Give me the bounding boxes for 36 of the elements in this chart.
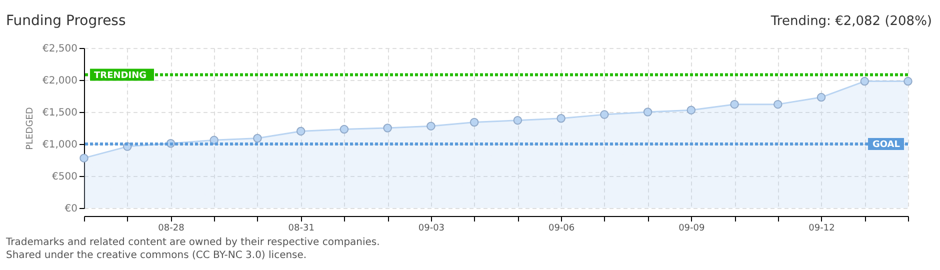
point xyxy=(860,76,870,86)
chart-title: Funding Progress xyxy=(6,13,126,29)
y-tick-label: €2,000 xyxy=(42,76,78,86)
y-tick-label: €2,500 xyxy=(42,44,78,54)
point xyxy=(513,116,522,125)
point xyxy=(600,110,609,119)
point xyxy=(253,134,262,143)
point xyxy=(426,122,436,130)
x-tick-label: 09-03 xyxy=(418,224,445,234)
x-tick-label: 09-12 xyxy=(808,224,835,234)
text: Shared under the creative commons (CC BY-NC 3.0) license. xyxy=(6,250,307,261)
point xyxy=(383,124,392,132)
y-tick-label: €1,000 xyxy=(42,140,78,150)
x-tick-label: 09-06 xyxy=(548,224,575,234)
point xyxy=(730,100,739,109)
point xyxy=(556,114,566,123)
x-tick-label: 08-31 xyxy=(288,224,314,234)
x-tick-label: 09-09 xyxy=(678,224,706,234)
y-tick-label: €500 xyxy=(52,172,78,182)
point xyxy=(904,76,912,86)
y-axis-title: PLEDGED xyxy=(26,107,36,150)
text: Trademarks and related content are owned by their respective companies. xyxy=(5,237,380,248)
ref-line-label: GOAL xyxy=(872,140,900,150)
y-tick-label: €1,500 xyxy=(42,108,78,118)
point xyxy=(296,126,306,136)
y-tick-label: €0 xyxy=(64,204,78,214)
chart-subtitle: Trending: €2,082 (208%) xyxy=(770,14,932,29)
point xyxy=(816,92,826,102)
ref-line-label: TRENDING xyxy=(94,70,146,81)
point xyxy=(80,154,88,162)
point xyxy=(643,108,652,116)
point xyxy=(470,118,479,127)
point xyxy=(686,106,696,114)
x-tick-label: 08-28 xyxy=(158,224,185,234)
point xyxy=(340,124,349,134)
point xyxy=(774,100,782,109)
